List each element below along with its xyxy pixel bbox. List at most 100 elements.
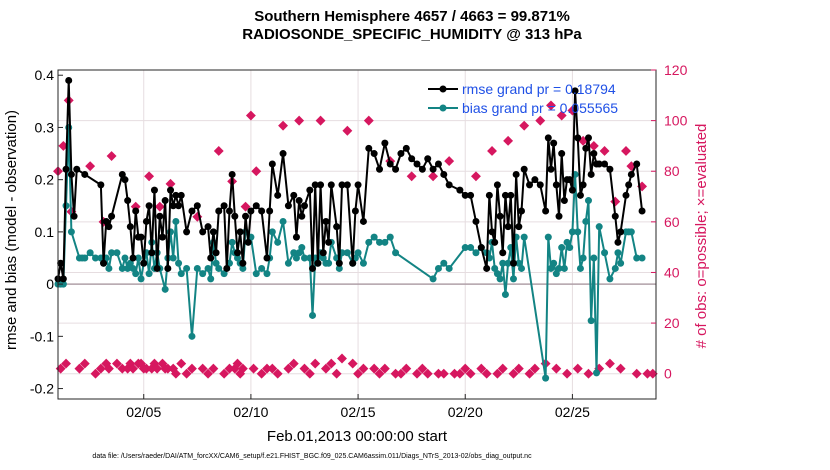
bias-series-point [137,275,145,283]
x-tick-label: 02/05 [126,404,161,420]
bias-series-point [298,244,306,252]
rmse-series-point [228,170,236,178]
y2-tick-label: 120 [664,62,688,78]
obs-count-point [251,166,262,177]
y2-tick-label: 100 [664,113,688,129]
y2-tick-label: 60 [664,214,680,230]
obs-count-point [460,363,471,374]
rmse-series-point [118,170,126,178]
bias-series-point [429,275,437,283]
rmse-series-point [252,202,260,210]
obs-count-point [428,171,439,182]
obs-count-point [471,171,481,182]
bias-series-point [518,264,526,272]
rmse-series-point [126,223,134,231]
bias-series-point [175,259,183,267]
bias-series-point [520,233,528,241]
obs-count-point [170,368,181,379]
obs-count-point [144,171,155,182]
y-tick-label: 0.2 [35,172,55,188]
rmse-series-point [584,134,592,142]
rmse-series-point [440,170,448,178]
bias-series-point [234,254,242,262]
obs-count-point [208,363,219,374]
obs-count-point [304,368,315,379]
rmse-series-point [418,165,426,173]
rmse-series-point [627,170,635,178]
bias-series-point [386,233,394,241]
bias-series-point [472,249,480,257]
bias-series-point [108,249,116,257]
rmse-series-point [550,139,558,147]
rmse-series-point [518,207,526,215]
bias-series-point [515,259,523,267]
x-axis-label: Feb.01,2013 00:00:00 start [267,428,448,445]
rmse-series-point [351,207,359,215]
x-tick-label: 02/20 [448,404,483,420]
bias-series-point [504,259,512,267]
obs-count-point [165,178,176,189]
rmse-series-point [507,191,515,199]
obs-count-point [213,146,224,156]
rmse-series-point [434,160,442,168]
bias-series-point [617,259,625,267]
x-axis: 02/05 02/10 02/15 02/20 02/25 [126,394,590,420]
bias-series-point [188,332,196,340]
obs-count-point [631,368,642,379]
obs-count-point [106,151,117,161]
bias-series-point [212,259,220,267]
rmse-series-point [204,223,212,231]
rmse-series-point [97,181,105,189]
bias-series-point [542,374,550,382]
bias-series-point [381,238,389,246]
rmse-series-point [309,264,317,272]
obs-count-point [401,363,412,374]
rmse-series-point [57,259,65,267]
bias-series-point [574,228,582,236]
rmse-series-point [212,249,220,257]
obs-count-point [604,358,615,369]
obs-count-point [503,135,514,146]
bias-series-point [183,264,191,272]
rmse-series-point [408,155,416,163]
obs-count-point [85,161,96,172]
rmse-series-point [132,207,140,215]
obs-count-point [395,368,406,379]
bias-series-point [124,264,132,272]
rmse-series-point [175,202,183,210]
obs-count-point [508,368,519,379]
obs-count-point [342,125,353,136]
rmse-series-point [306,186,314,194]
bias-series-point [239,264,247,272]
rmse-series-point [209,228,217,236]
rmse-series-point [140,259,148,267]
bias-series-point [566,244,574,252]
bias-series-point [611,264,619,272]
bias-series-point [614,249,622,257]
chart-subtitle: RADIOSONDE_SPECIFIC_HUMIDITY @ 313 hPa [242,26,582,43]
bias-series-point [558,244,566,252]
data-file-footnote: data file: /Users/raeder/DAI/ATM_forcXX/… [92,453,532,460]
rmse-series-point [102,217,110,225]
rmse-series-point [295,197,303,205]
rmse-series-point [153,264,161,272]
rmse-series-point [582,144,590,152]
obs-count-point [299,363,310,374]
obs-count-point [237,363,248,374]
rmse-series-point [413,160,421,168]
rmse-series-point [59,275,67,283]
rmse-series-point [279,150,287,158]
rmse-series-point [560,197,568,205]
obs-count-point [369,363,380,374]
obs-count-point [181,368,192,379]
rmse-series-point [145,202,153,210]
obs-count-point [551,363,562,374]
y-tick-label: -0.2 [30,381,54,397]
bias-series-point [579,254,587,262]
bias-series-point [319,254,327,262]
obs-count-point [256,368,267,379]
rmse-series-point [335,259,343,267]
bias-series-point [118,264,126,272]
rmse-series-point [236,228,244,236]
